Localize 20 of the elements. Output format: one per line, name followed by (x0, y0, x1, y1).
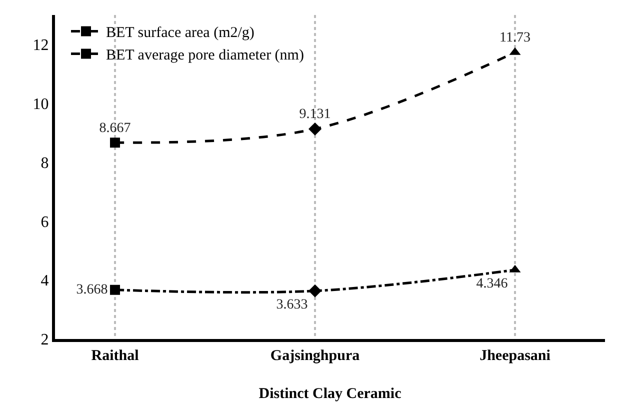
y-tick-label: 12 (32, 37, 49, 54)
x-tick-label: Jheepasani (480, 348, 550, 364)
data-label: 3.668 (76, 282, 108, 298)
data-label: 11.73 (500, 30, 530, 46)
y-tick-label: 4 (40, 272, 49, 290)
y-tick-label: 8 (40, 154, 49, 172)
y-tick-label: 10 (32, 96, 49, 113)
point (308, 284, 322, 298)
y-tick-label: 6 (40, 214, 49, 231)
data-label: 4.346 (476, 276, 508, 292)
data-label: 9.131 (299, 107, 331, 122)
data-label: 3.633 (276, 298, 308, 313)
point (308, 122, 322, 136)
y-tick-label: 2 (40, 332, 49, 349)
legend-label: BET average pore diameter (nm) (106, 48, 304, 64)
data-label: 8.667 (99, 120, 131, 136)
x-tick-label: Gajsinghpura (270, 348, 360, 364)
x-tick-label: Raithal (91, 348, 139, 364)
x-axis-title: Distinct Clay Ceramic (258, 386, 402, 402)
legend-label: BET surface area (m2/g) (106, 25, 254, 42)
